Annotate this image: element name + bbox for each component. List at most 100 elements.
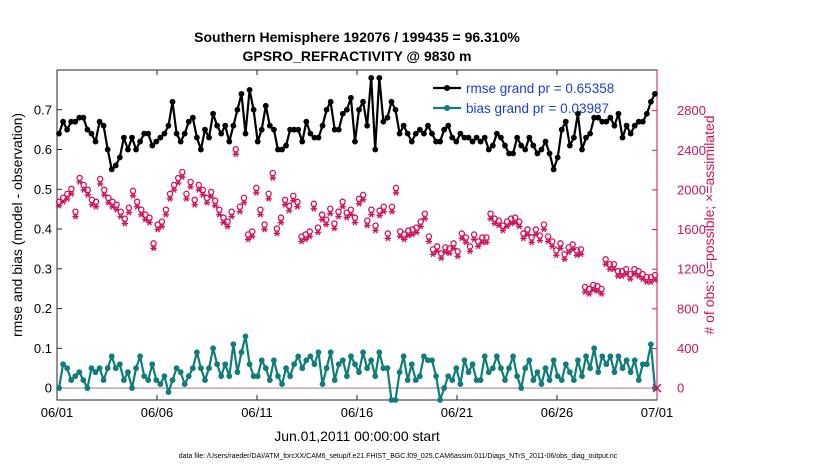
obs-possible-point	[487, 210, 494, 217]
obs-assimilated-point	[585, 291, 593, 297]
rmse-point	[72, 118, 79, 125]
obs-assimilated-point	[302, 236, 309, 243]
rmse-point	[238, 90, 245, 97]
obs-possible-point	[314, 224, 322, 231]
obs-possible-point	[540, 221, 548, 228]
bias-point	[643, 361, 650, 368]
obs-assimilated-point	[470, 236, 478, 243]
right-tick-label: 400	[677, 341, 699, 356]
obs-possible-point	[339, 198, 346, 206]
rmse-point	[493, 130, 500, 137]
rmse-point	[506, 150, 512, 157]
obs-possible-point	[384, 230, 392, 237]
rmse-point	[307, 130, 314, 137]
obs-possible-point	[240, 194, 248, 202]
bias-point	[603, 361, 610, 368]
obs-assimilated-point	[573, 252, 581, 259]
rmse-point	[88, 130, 95, 137]
rmse-series	[56, 75, 658, 173]
rmse-point	[210, 110, 216, 117]
obs-possible-point	[380, 203, 387, 211]
bias-point	[270, 357, 277, 364]
obs-possible-point	[72, 208, 79, 215]
rmse-point	[635, 118, 642, 125]
chart-title-line2: GPSRO_REFRACTIVITY @ 9830 m	[243, 48, 472, 64]
rmse-point	[465, 134, 472, 141]
bias-point	[623, 357, 630, 364]
legend-rmse-marker	[444, 85, 450, 91]
rmse-point	[145, 130, 152, 137]
bias-point	[303, 357, 310, 364]
rmse-point	[104, 146, 111, 153]
rmse-point	[250, 106, 257, 113]
obs-assimilated-point	[651, 277, 659, 284]
obs-possible-point	[458, 230, 466, 237]
obs-assimilated-point	[195, 186, 202, 193]
rmse-point	[477, 138, 484, 145]
obs-assimilated-point	[76, 179, 83, 185]
obs-assimilated-point	[425, 238, 433, 245]
obs-assimilated-point	[187, 183, 194, 190]
bias-point	[579, 373, 585, 380]
bias-point	[169, 377, 176, 384]
bias-point	[64, 365, 71, 372]
bias-point	[80, 377, 87, 384]
obs-assimilated-point	[138, 211, 145, 218]
obs-assimilated-point	[281, 201, 289, 208]
rmse-point	[323, 106, 330, 113]
rmse-point	[575, 110, 581, 117]
rmse-point	[149, 142, 156, 149]
obs-possible-point	[507, 215, 515, 222]
left-tick-label: 0.5	[34, 182, 52, 197]
obs-possible-point	[228, 208, 235, 215]
bias-point	[279, 381, 285, 387]
rmse-point	[441, 126, 448, 133]
rmse-point	[643, 110, 650, 117]
bias-point	[230, 341, 237, 348]
obs-assimilated-point	[207, 193, 215, 200]
obs-possible-point	[388, 203, 396, 211]
obs-assimilated-point	[294, 203, 301, 210]
obs-assimilated-point	[244, 236, 252, 243]
bias-point	[68, 377, 75, 384]
left-tick-label: 0.3	[34, 261, 52, 276]
bias-point	[469, 361, 476, 368]
obs-possible-point	[125, 204, 133, 211]
obs-assimilated-point	[627, 276, 634, 283]
bias-point	[445, 373, 452, 380]
bias-point	[327, 349, 334, 356]
rmse-point	[100, 122, 107, 129]
obs-possible-point	[269, 169, 277, 177]
obs-assimilated-point	[565, 249, 572, 256]
rmse-point	[376, 75, 383, 81]
right-tick-label: 800	[677, 301, 699, 316]
obs-assimilated-point	[376, 212, 383, 219]
obs-assimilated-point	[253, 189, 260, 196]
bias-point	[627, 369, 634, 376]
rmse-point	[437, 138, 444, 145]
bias-point	[234, 369, 241, 376]
obs-assimilated-point	[117, 213, 124, 220]
rmse-point	[295, 126, 302, 133]
obs-assimilated-point	[384, 235, 392, 242]
bias-point	[352, 361, 358, 368]
rmse-point	[408, 138, 415, 145]
rmse-point	[534, 150, 541, 157]
rmse-point	[189, 114, 196, 121]
x-tick-label: 06/21	[441, 405, 474, 420]
rmse-point	[615, 110, 622, 117]
obs-assimilated-point	[269, 175, 276, 181]
rmse-point	[96, 118, 103, 125]
obs-assimilated-point	[417, 223, 424, 230]
bias-point	[275, 373, 281, 380]
obs-assimilated-point	[590, 287, 597, 293]
obs-possible-point	[318, 211, 326, 218]
obs-possible-point	[187, 178, 194, 186]
bias-point	[356, 369, 362, 376]
obs-assimilated-point	[290, 197, 297, 204]
obs-assimilated-point	[401, 236, 408, 243]
x-tick-label: 06/11	[241, 405, 273, 420]
bias-point	[218, 373, 225, 380]
obs-assimilated-point	[405, 232, 412, 239]
obs-assimilated-point	[265, 195, 272, 202]
